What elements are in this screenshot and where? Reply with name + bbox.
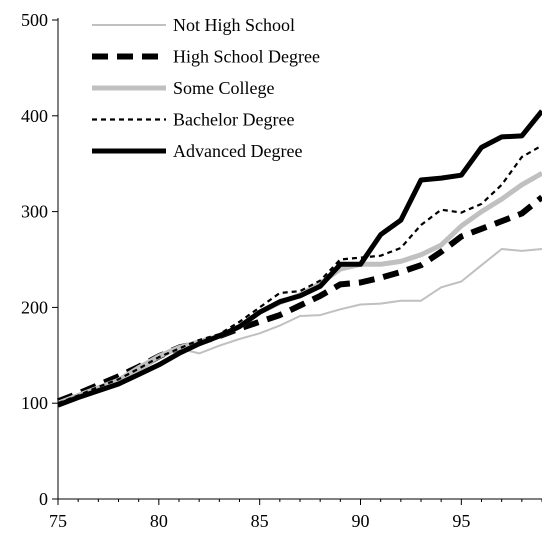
y-tick-label: 100 — [21, 393, 48, 413]
series-line-3 — [57, 144, 542, 405]
legend: Not High School High School Degree Some Co… — [92, 15, 320, 161]
y-tick-label: 500 — [21, 10, 48, 30]
series-lines — [56, 109, 542, 408]
legend-label-3: Bachelor Degree — [173, 110, 294, 130]
axes: 0 100 200 300 400 500 75 80 85 90 95 — [21, 10, 542, 531]
legend-label-0: Not High School — [173, 15, 295, 35]
legend-label-2: Some College — [173, 78, 275, 98]
series-line-4 — [57, 109, 542, 408]
y-tick-label: 0 — [39, 489, 48, 509]
x-tick-label: 90 — [352, 511, 370, 531]
legend-label-4: Advanced Degree — [173, 141, 302, 161]
x-tick-label: 85 — [251, 511, 269, 531]
series-line-0 — [57, 248, 542, 407]
x-tick-label: 75 — [49, 511, 67, 531]
x-tick-label: 80 — [150, 511, 168, 531]
y-tick-label: 200 — [21, 297, 48, 317]
y-tick-label: 400 — [21, 106, 48, 126]
x-tick-label: 95 — [452, 511, 470, 531]
y-tick-label: 300 — [21, 202, 48, 222]
legend-label-1: High School Degree — [173, 47, 320, 67]
